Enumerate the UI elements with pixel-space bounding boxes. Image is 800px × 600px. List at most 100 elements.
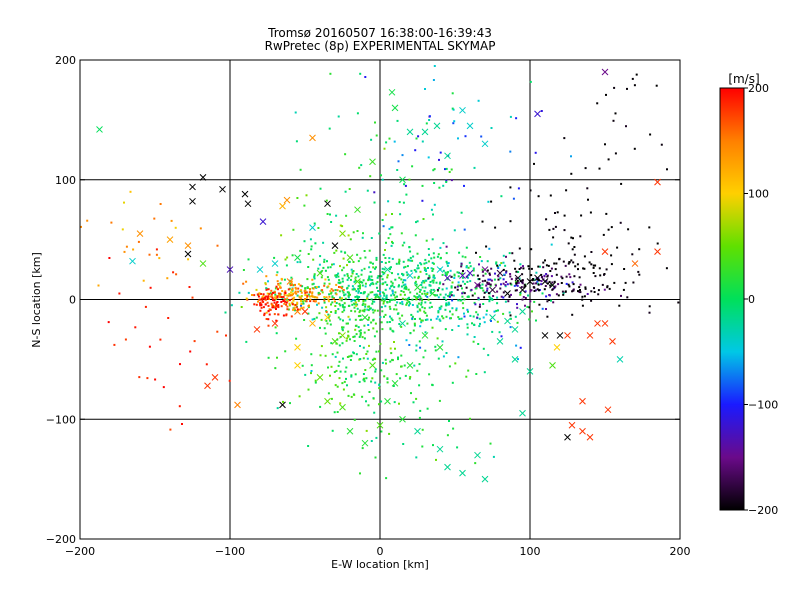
data-point xyxy=(594,275,597,278)
data-point xyxy=(474,462,477,465)
data-point xyxy=(335,293,338,296)
data-point xyxy=(488,283,491,286)
data-point xyxy=(545,218,548,221)
data-point xyxy=(418,340,421,343)
data-point xyxy=(431,270,434,272)
data-point xyxy=(365,429,368,432)
data-point xyxy=(413,276,416,279)
data-point xyxy=(533,162,535,165)
data-point xyxy=(383,272,386,274)
data-point xyxy=(330,288,333,291)
data-point xyxy=(434,349,437,352)
data-point xyxy=(276,407,279,410)
data-point xyxy=(460,317,463,320)
data-point xyxy=(524,285,527,287)
data-point xyxy=(394,278,397,281)
data-point xyxy=(463,184,465,187)
data-point xyxy=(398,276,401,279)
data-point xyxy=(387,237,390,240)
data-point xyxy=(375,293,378,296)
data-point xyxy=(280,234,283,237)
data-point xyxy=(354,279,357,282)
data-point xyxy=(446,271,449,274)
data-point xyxy=(518,268,521,270)
data-point xyxy=(392,330,395,333)
data-point xyxy=(411,259,414,262)
data-point xyxy=(361,336,364,339)
data-point xyxy=(359,314,362,317)
data-point xyxy=(386,283,389,286)
data-point xyxy=(433,65,436,67)
data-point xyxy=(478,305,481,308)
data-point xyxy=(361,236,364,239)
data-point xyxy=(410,269,413,272)
data-point xyxy=(375,330,378,333)
data-point xyxy=(345,322,348,325)
data-point xyxy=(432,444,434,447)
data-point xyxy=(358,330,361,333)
data-point xyxy=(337,364,340,367)
data-point xyxy=(496,296,499,299)
data-point xyxy=(310,370,313,372)
data-point xyxy=(273,296,276,299)
data-point xyxy=(367,404,370,407)
data-point xyxy=(552,301,555,304)
data-point xyxy=(350,375,353,378)
data-point xyxy=(468,261,471,264)
data-point xyxy=(363,267,366,270)
data-point xyxy=(351,303,354,306)
data-point xyxy=(389,307,392,310)
data-point xyxy=(529,80,532,83)
data-point xyxy=(397,273,400,276)
data-point-cross xyxy=(526,278,534,285)
data-point xyxy=(445,167,448,170)
data-point xyxy=(385,477,388,480)
data-point xyxy=(549,284,552,287)
data-point xyxy=(349,238,352,241)
data-point xyxy=(420,319,423,322)
data-point xyxy=(473,336,476,338)
data-point xyxy=(342,319,344,322)
data-point xyxy=(433,182,436,184)
data-point xyxy=(402,284,405,287)
data-point xyxy=(294,309,296,312)
data-point xyxy=(456,446,459,449)
data-point xyxy=(372,397,375,400)
data-point xyxy=(362,232,364,235)
data-point xyxy=(424,268,427,271)
data-point xyxy=(391,319,394,322)
data-point xyxy=(332,263,335,266)
data-point xyxy=(370,282,373,285)
data-point xyxy=(359,309,362,312)
data-point xyxy=(493,278,496,281)
data-point xyxy=(432,79,435,81)
data-point xyxy=(454,286,457,289)
data-point xyxy=(303,290,306,293)
data-point xyxy=(554,212,556,214)
data-point xyxy=(584,287,587,290)
data-point xyxy=(363,324,366,327)
data-point xyxy=(302,302,305,305)
data-point xyxy=(282,400,284,403)
data-point xyxy=(450,179,453,182)
data-point xyxy=(153,217,156,220)
data-point xyxy=(280,277,283,280)
data-point xyxy=(390,317,393,320)
data-point xyxy=(603,288,606,291)
data-point xyxy=(467,369,470,372)
data-point xyxy=(356,295,358,298)
data-point xyxy=(483,321,486,324)
data-point xyxy=(330,311,333,313)
data-point xyxy=(291,294,294,297)
data-point xyxy=(378,232,381,235)
data-point xyxy=(342,257,345,260)
data-point xyxy=(423,262,426,265)
data-point xyxy=(417,275,420,278)
data-point xyxy=(347,394,350,397)
data-point-cross xyxy=(384,266,391,273)
data-point xyxy=(337,308,340,311)
data-point xyxy=(319,187,322,190)
data-point xyxy=(343,274,346,277)
data-point xyxy=(351,271,354,274)
data-point xyxy=(289,282,292,285)
